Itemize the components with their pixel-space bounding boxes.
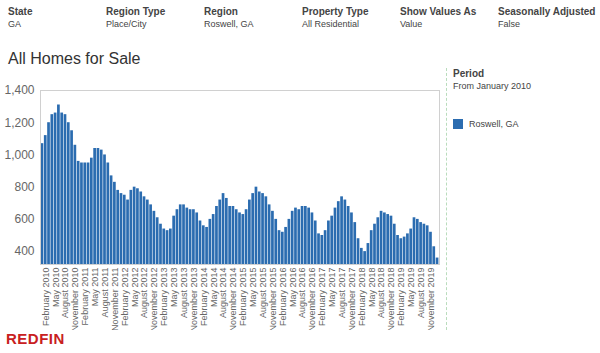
html-text:GA: GA	[8, 19, 21, 29]
html-text:State: State	[8, 6, 33, 17]
svg-text:1,200: 1,200	[4, 116, 34, 130]
html-text:Seasonally Adjusted: Seasonally Adjusted	[498, 6, 596, 17]
svg-text:February 2018: February 2018	[357, 268, 367, 327]
html-text:All Residential: All Residential	[302, 19, 359, 29]
svg-text:August 2014: August 2014	[218, 268, 228, 319]
html-text:Region: Region	[204, 6, 238, 17]
html-text:REDFIN: REDFIN	[6, 330, 65, 347]
html-text:Place/City: Place/City	[106, 19, 147, 29]
svg-text:November 2010: November 2010	[70, 268, 80, 331]
html-text:Region Type: Region Type	[106, 6, 166, 17]
svg-text:May 2015: May 2015	[248, 268, 258, 308]
svg-text:February 2017: February 2017	[317, 268, 327, 327]
svg-text:February 2012: February 2012	[120, 268, 130, 327]
svg-text:November 2013: November 2013	[189, 268, 199, 331]
svg-text:November 2012: November 2012	[149, 268, 159, 331]
svg-text:November 2017: November 2017	[347, 268, 357, 331]
svg-text:February 2011: February 2011	[80, 268, 90, 326]
svg-text:August 2015: August 2015	[258, 268, 268, 319]
svg-text:May 2010: May 2010	[50, 268, 60, 308]
html-text:Roswell, GA: Roswell, GA	[204, 19, 254, 29]
svg-text:May 2018: May 2018	[367, 268, 377, 308]
svg-text:February 2015: February 2015	[238, 268, 248, 327]
html-text:Value: Value	[400, 19, 423, 29]
svg-text:November 2016: November 2016	[307, 268, 317, 331]
svg-text:February 2014: February 2014	[199, 268, 209, 327]
svg-text:May 2014: May 2014	[209, 268, 219, 308]
html-text:All Homes for Sale: All Homes for Sale	[8, 50, 141, 67]
svg-text:1,400: 1,400	[4, 83, 34, 97]
svg-text:February 2019: February 2019	[396, 268, 406, 327]
svg-text:600: 600	[14, 212, 34, 226]
svg-text:May 2019: May 2019	[406, 268, 416, 308]
svg-text:August 2013: August 2013	[179, 268, 189, 319]
html-text:From January 2010: From January 2010	[453, 81, 531, 91]
svg-text:August 2012: August 2012	[139, 268, 149, 319]
svg-text:August 2017: August 2017	[337, 268, 347, 319]
svg-text:1,000: 1,000	[4, 148, 34, 162]
svg-text:February 2010: February 2010	[41, 268, 51, 327]
svg-text:August 2010: August 2010	[60, 268, 70, 319]
svg-text:November 2014: November 2014	[228, 268, 238, 331]
svg-text:August 2018: August 2018	[376, 268, 386, 319]
svg-text:May 2016: May 2016	[288, 268, 298, 308]
svg-text:November 2015: November 2015	[268, 268, 278, 331]
svg-text:February 2016: February 2016	[278, 268, 288, 327]
svg-text:400: 400	[14, 244, 34, 258]
svg-text:November 2019: November 2019	[426, 268, 436, 331]
html-text:Show Values As: Show Values As	[400, 6, 477, 17]
html-text:Property Type: Property Type	[302, 6, 369, 17]
html-text:Period: Period	[453, 68, 485, 79]
svg-text:August 2019: August 2019	[416, 268, 426, 319]
svg-text:May 2017: May 2017	[327, 268, 337, 308]
svg-text:May 2011: May 2011	[90, 268, 100, 307]
svg-text:August 2011: August 2011	[100, 268, 110, 318]
svg-text:August 2016: August 2016	[297, 268, 307, 319]
svg-text:November 2018: November 2018	[386, 268, 396, 331]
html-text:Roswell, GA: Roswell, GA	[469, 119, 519, 129]
svg-text:May 2012: May 2012	[130, 268, 140, 308]
svg-text:February 2013: February 2013	[159, 268, 169, 327]
svg-text:November 2011: November 2011	[110, 268, 120, 331]
html-text:False: False	[498, 19, 520, 29]
svg-text:May 2013: May 2013	[169, 268, 179, 308]
svg-text:800: 800	[14, 180, 34, 194]
